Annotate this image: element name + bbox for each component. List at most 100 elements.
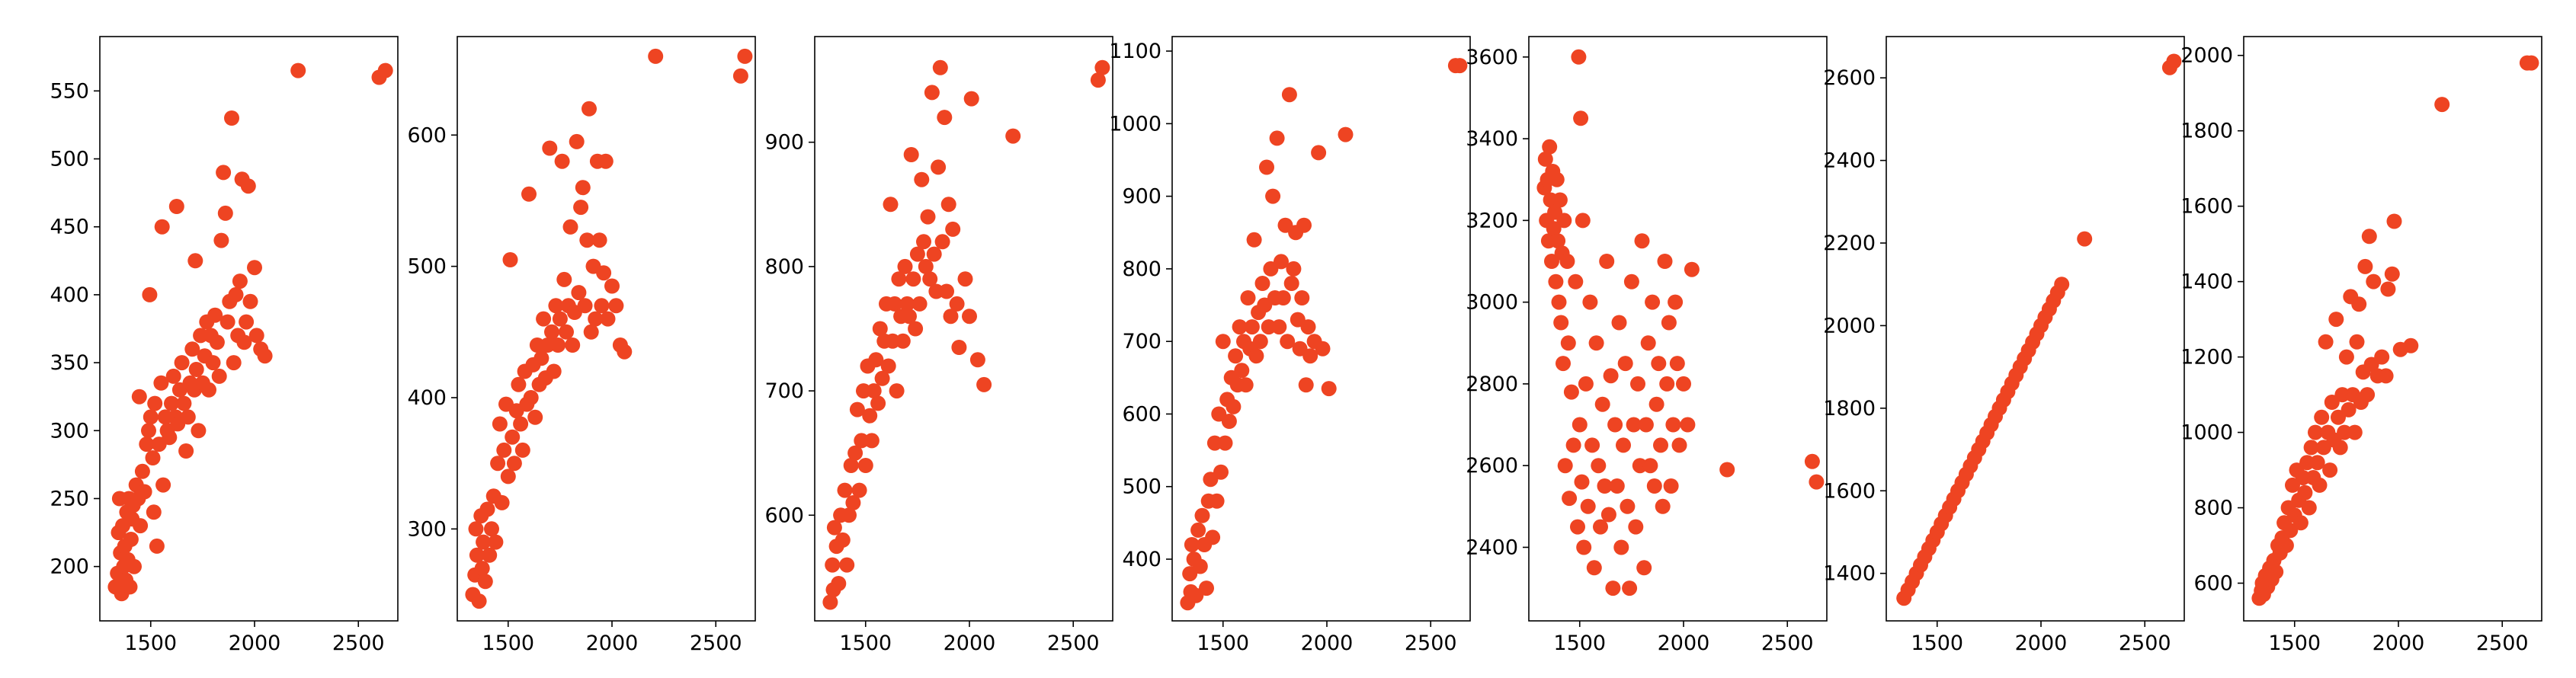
data-point xyxy=(554,153,570,169)
data-point xyxy=(895,333,911,349)
scatter-panel-6: 1500 2000 2500 1400 1600 1800 2000 2200 2400 2600 xyxy=(1823,36,2185,655)
data-point xyxy=(2366,273,2382,289)
data-point xyxy=(1546,221,1562,237)
data-point xyxy=(1556,356,1571,372)
data-point xyxy=(228,286,244,302)
data-point xyxy=(1809,474,1825,490)
data-point xyxy=(290,62,306,78)
data-point xyxy=(2386,213,2402,229)
data-point xyxy=(511,376,527,392)
data-point xyxy=(839,557,855,573)
data-point xyxy=(857,458,873,473)
data-point xyxy=(2357,258,2373,274)
data-point xyxy=(825,557,841,573)
y-tick-label: 1600 xyxy=(1823,479,1876,503)
data-point xyxy=(506,456,522,472)
axes-frame xyxy=(1528,36,1828,622)
data-point xyxy=(1556,213,1572,229)
data-point xyxy=(562,219,578,235)
y-tick-label: 700 xyxy=(1122,330,1161,353)
points-group xyxy=(107,62,393,602)
data-point xyxy=(1559,254,1575,269)
data-point xyxy=(924,85,940,101)
data-point xyxy=(897,258,913,274)
data-point xyxy=(2314,409,2330,425)
scatter-panel-7: 1500 2000 2500 600 800 1000 1200 1400 1600 1800 20… xyxy=(2180,36,2542,655)
y-tick-label: 900 xyxy=(764,131,804,155)
data-point xyxy=(1600,507,1616,523)
x-tick-label: 2000 xyxy=(2015,632,2068,655)
y-tick-label: 200 xyxy=(50,555,89,579)
data-point xyxy=(184,341,200,357)
data-point xyxy=(1238,377,1254,393)
data-point xyxy=(2308,424,2323,440)
data-point xyxy=(1573,110,1589,126)
data-point xyxy=(1269,130,1285,146)
data-point xyxy=(1221,414,1237,429)
data-point xyxy=(1646,478,1662,494)
data-point xyxy=(1244,319,1260,335)
data-point xyxy=(594,298,610,314)
data-point xyxy=(556,271,572,287)
data-point xyxy=(1586,560,1602,576)
data-point xyxy=(1597,478,1613,494)
data-point xyxy=(180,409,196,425)
y-tick-label: 450 xyxy=(50,216,89,239)
data-point xyxy=(164,395,179,411)
data-point xyxy=(1542,139,1558,155)
data-point xyxy=(880,358,896,374)
data-point xyxy=(949,296,965,312)
data-point xyxy=(1613,539,1629,555)
data-point xyxy=(523,390,539,405)
data-point xyxy=(201,382,216,398)
data-point xyxy=(835,532,851,548)
data-point xyxy=(224,110,239,126)
data-point xyxy=(889,383,905,399)
data-point xyxy=(2278,538,2294,553)
data-point xyxy=(1617,356,1633,372)
data-point xyxy=(575,180,591,196)
data-point xyxy=(1248,348,1264,364)
data-point xyxy=(940,197,956,213)
scatter-panel-2: 1500 2000 2500 300 400 500 600 xyxy=(407,36,756,655)
y-tick-label: 3000 xyxy=(1466,291,1518,315)
y-tick-label: 550 xyxy=(50,79,89,103)
data-point xyxy=(598,153,614,169)
y-tick-label: 300 xyxy=(407,517,447,541)
y-tick-label: 2000 xyxy=(2180,44,2233,68)
data-point xyxy=(1575,213,1591,229)
data-point xyxy=(217,205,233,221)
data-point xyxy=(1184,537,1200,552)
data-point xyxy=(131,389,147,405)
x-tick-label: 2500 xyxy=(2119,632,2171,655)
data-point xyxy=(502,252,518,267)
data-point xyxy=(2361,229,2377,245)
data-point xyxy=(1591,458,1607,474)
data-point xyxy=(471,593,487,609)
data-point xyxy=(1574,474,1590,490)
data-point xyxy=(1648,396,1664,412)
data-point xyxy=(1655,498,1671,514)
data-point xyxy=(1680,417,1696,433)
y-tick-label: 1000 xyxy=(2180,421,2233,445)
x-tick-label: 1500 xyxy=(1553,632,1606,655)
x-tick-label: 2000 xyxy=(944,632,996,655)
data-point xyxy=(500,469,516,485)
data-point xyxy=(490,456,506,472)
data-point xyxy=(1607,417,1623,433)
y-tick-label: 900 xyxy=(1122,185,1161,209)
data-point xyxy=(588,311,604,327)
data-point xyxy=(139,437,155,453)
data-point xyxy=(133,518,149,534)
data-point xyxy=(826,520,842,536)
data-point xyxy=(544,324,559,340)
data-point xyxy=(165,368,181,384)
data-point xyxy=(559,324,574,340)
data-point xyxy=(153,375,169,391)
data-point xyxy=(849,401,865,417)
data-point xyxy=(600,311,616,327)
data-point xyxy=(1213,464,1229,480)
data-point xyxy=(608,298,624,314)
data-point xyxy=(1338,126,1354,142)
data-point xyxy=(1311,145,1327,161)
